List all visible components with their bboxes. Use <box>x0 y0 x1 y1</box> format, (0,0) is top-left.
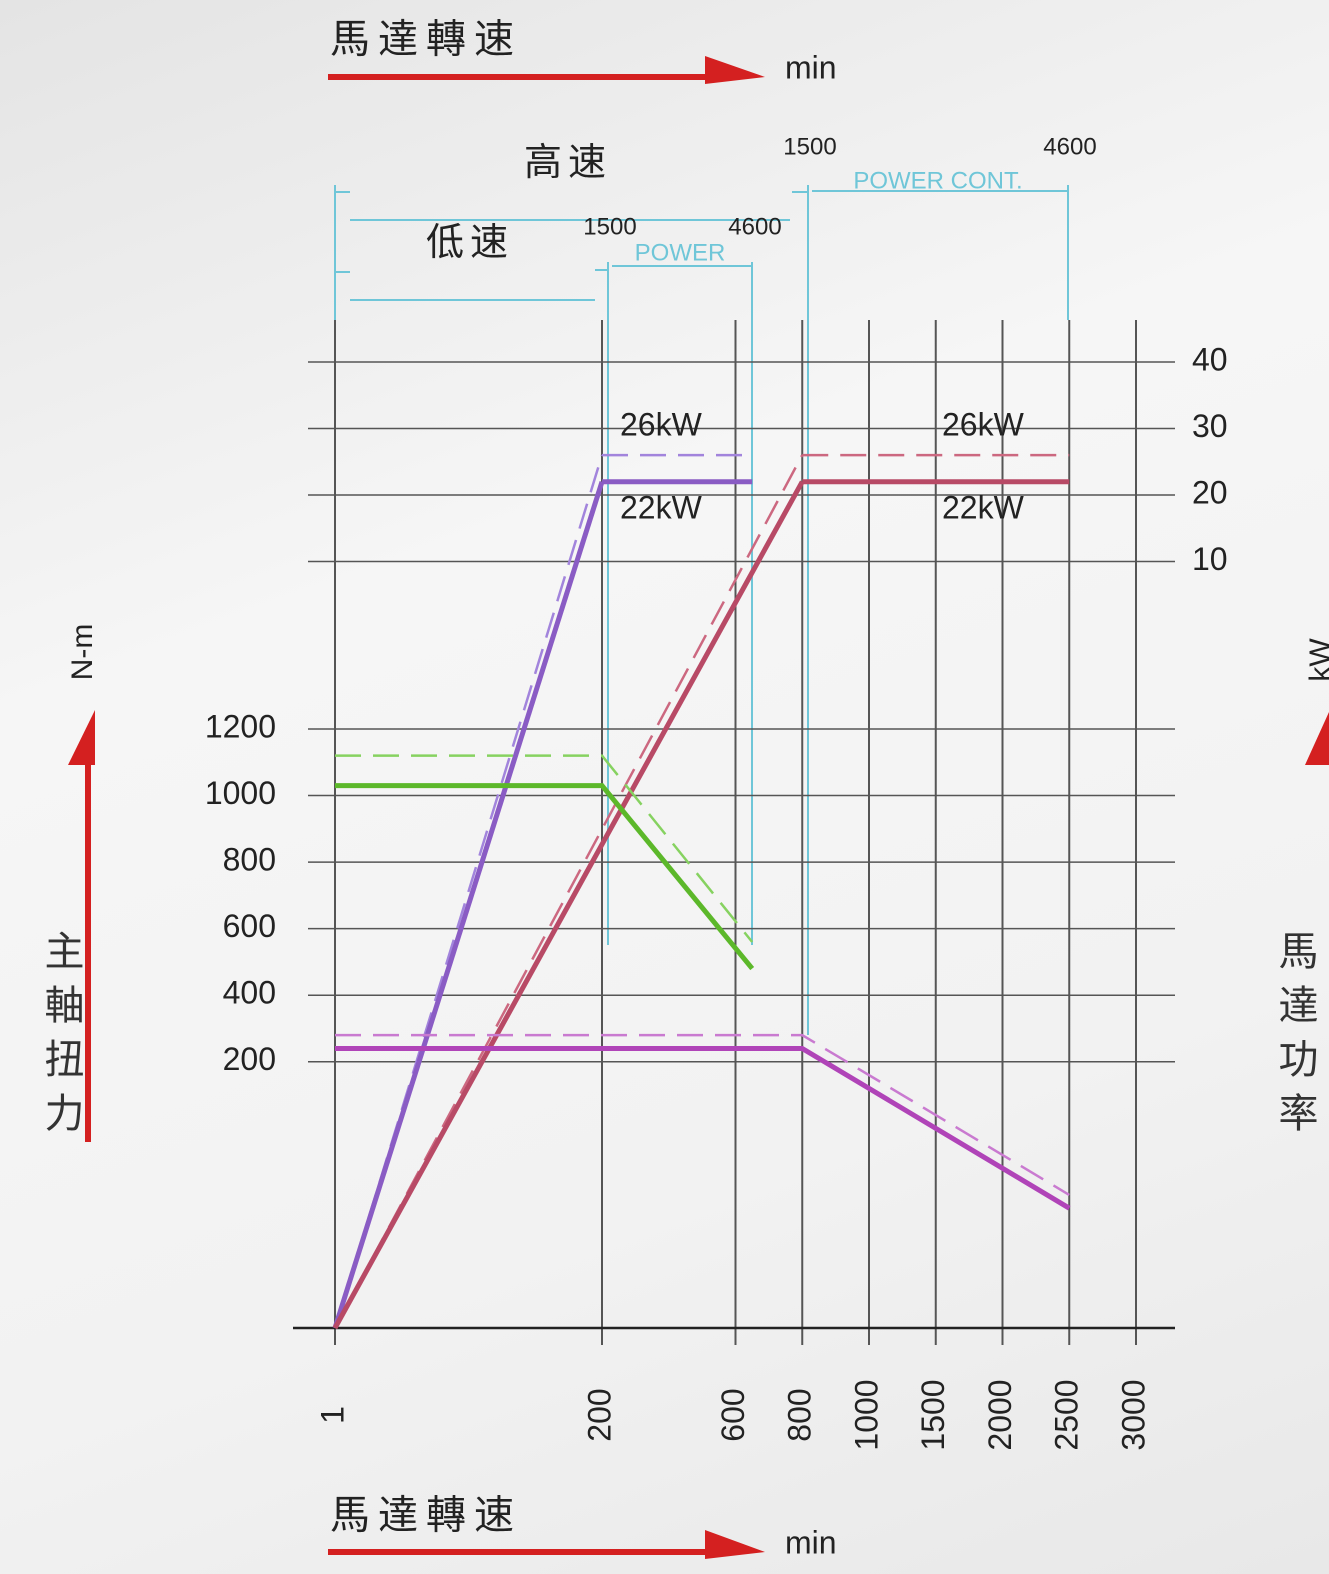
y2-unit: kW <box>1304 638 1329 682</box>
y-tick-label: 200 <box>223 1041 276 1077</box>
y2-label: 馬達功率 <box>1272 930 1317 1146</box>
range-label: 低速 <box>426 222 514 264</box>
x-unit: min <box>785 1524 837 1560</box>
x-tick-label: 1 <box>314 1406 350 1424</box>
speed-brackets <box>334 185 1069 1035</box>
x-tick-label: 1000 <box>848 1379 884 1450</box>
x-tick-label: 200 <box>581 1388 617 1441</box>
series-line <box>335 1045 1071 1211</box>
range-start: 1500 <box>583 213 636 240</box>
x-tick-label: 2500 <box>1049 1379 1085 1450</box>
y-tick-label: 800 <box>223 842 276 878</box>
arrow-head <box>705 1530 765 1559</box>
series-line <box>335 1033 1070 1196</box>
x-unit-top: min <box>785 49 837 85</box>
ramp <box>332 480 605 1329</box>
range-band: POWER CONT. <box>853 167 1022 194</box>
range-label: 高速 <box>524 142 612 184</box>
range-end: 4600 <box>1043 133 1096 160</box>
range-band: POWER <box>635 239 726 266</box>
x-tick-label: 800 <box>782 1388 818 1441</box>
arrow-head <box>705 56 765 84</box>
x-label: 馬達轉速 <box>330 1494 522 1538</box>
y2-tick-label: 20 <box>1192 474 1228 510</box>
annotation: 26kW <box>942 406 1025 442</box>
y-tick-label: 1000 <box>205 775 276 811</box>
y-label: 主軸扭力 <box>38 930 83 1146</box>
range-start: 1500 <box>783 133 836 160</box>
x-tick-label: 2000 <box>982 1379 1018 1450</box>
y-tick-label: 600 <box>223 908 276 944</box>
range-end: 4600 <box>728 213 781 240</box>
annotation: 22kW <box>942 489 1025 525</box>
x-label-top: 馬達轉速 <box>330 18 522 62</box>
arrow-head <box>68 710 95 765</box>
y-tick-label: 400 <box>223 975 276 1011</box>
arrow-head <box>1305 712 1329 765</box>
y2-tick-label: 30 <box>1192 408 1228 444</box>
series-line <box>335 783 755 971</box>
x-tick-label: 600 <box>715 1388 751 1441</box>
annotation: 22kW <box>620 489 703 525</box>
ramp <box>332 480 805 1330</box>
x-tick-label: 1500 <box>915 1379 951 1450</box>
series-line <box>335 754 754 943</box>
y2-tick-label: 40 <box>1192 341 1228 377</box>
annotation: 26kW <box>620 406 703 442</box>
y-unit: N-m <box>66 624 99 681</box>
y-tick-label: 1200 <box>205 708 276 744</box>
y2-tick-label: 10 <box>1192 541 1228 577</box>
x-tick-label: 3000 <box>1115 1379 1151 1450</box>
